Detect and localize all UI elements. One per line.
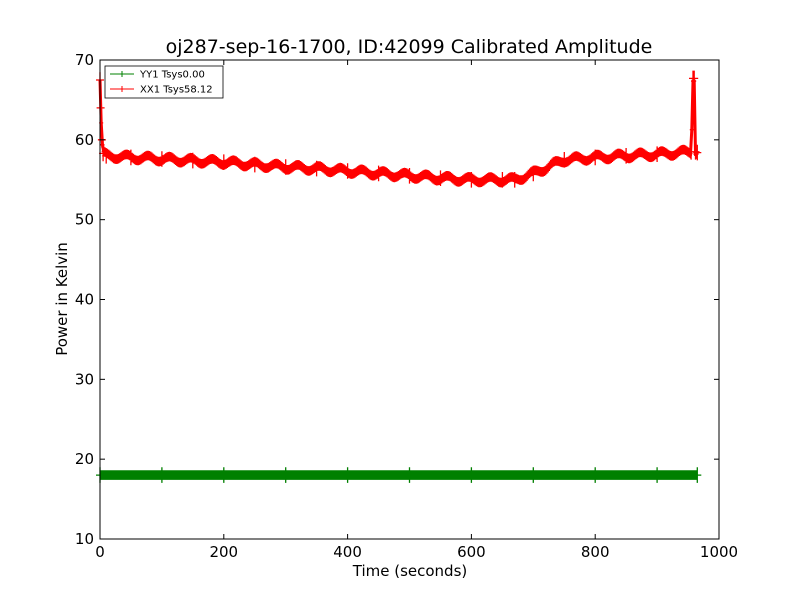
chart-title: oj287-sep-16-1700, ID:42099 Calibrated A…: [166, 36, 653, 58]
legend: YY1 Tsys0.00 XX1 Tsys58.12: [104, 65, 224, 99]
series-layer: [96, 70, 702, 483]
x-tick-label: 400: [333, 543, 362, 561]
y-tick-label: 40: [75, 291, 94, 309]
x-axis-label: Time (seconds): [352, 562, 468, 580]
x-tick-label: 600: [457, 543, 486, 561]
ticks-layer: 0 200 400 600 800 1000 10 20 30 40 50 60 70: [75, 51, 738, 561]
x-tick-label: 200: [209, 543, 238, 561]
y-tick-label: 60: [75, 131, 94, 149]
y-tick-label: 10: [75, 530, 94, 548]
y-axis-label: Power in Kelvin: [53, 242, 71, 356]
x-tick-label: 800: [581, 543, 610, 561]
plot-area: [100, 60, 719, 539]
y-tick-label: 50: [75, 211, 94, 229]
y-tick-label: 70: [75, 51, 94, 69]
legend-entry-label: YY1 Tsys0.00: [139, 70, 205, 81]
series-1: [96, 70, 702, 188]
y-tick-label: 30: [75, 370, 94, 388]
x-tick-label: 1000: [700, 543, 738, 561]
y-tick-label: 20: [75, 450, 94, 468]
legend-marker: [119, 86, 125, 92]
legend-entry-label: XX1 Tsys58.12: [140, 85, 213, 96]
x-tick-label: 0: [95, 543, 105, 561]
legend-marker: [119, 71, 125, 77]
legend-box: [104, 65, 224, 99]
